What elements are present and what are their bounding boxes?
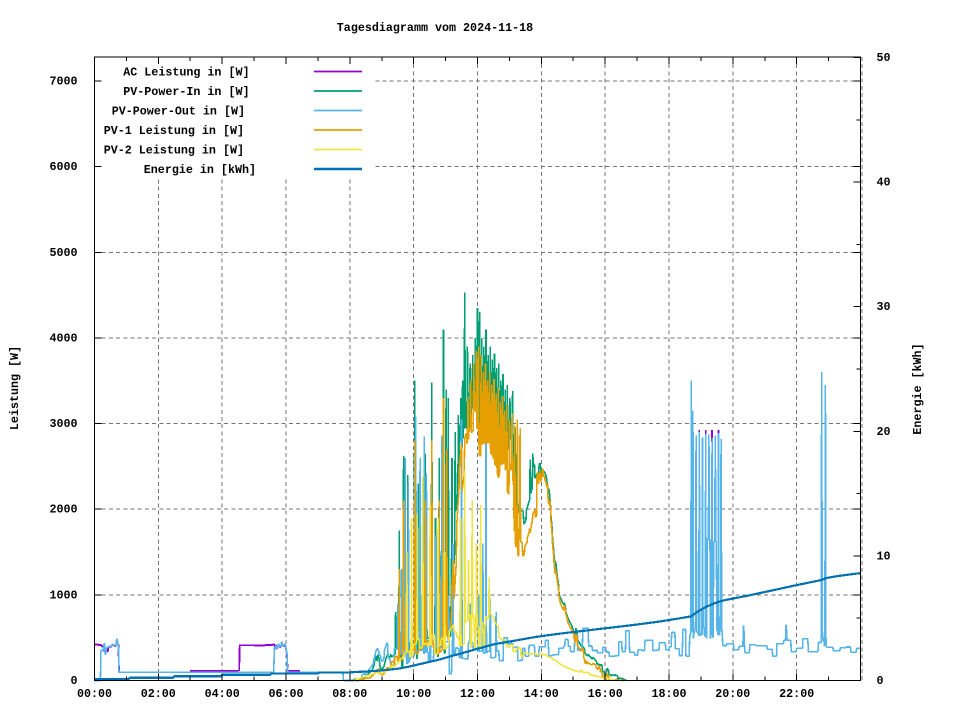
svg-text:1000: 1000 — [49, 588, 77, 602]
svg-text:PV-Power-Out in [W]: PV-Power-Out in [W] — [112, 105, 245, 119]
svg-text:00:00: 00:00 — [77, 687, 112, 701]
svg-text:Tagesdiagramm vom 2024-11-18: Tagesdiagramm vom 2024-11-18 — [337, 21, 533, 35]
svg-text:30: 30 — [877, 300, 891, 314]
svg-text:AC Leistung in [W]: AC Leistung in [W] — [123, 66, 249, 80]
svg-text:20: 20 — [877, 425, 891, 439]
svg-text:20:00: 20:00 — [715, 687, 750, 701]
svg-text:08:00: 08:00 — [332, 687, 367, 701]
svg-text:12:00: 12:00 — [460, 687, 495, 701]
svg-text:0: 0 — [877, 674, 884, 688]
svg-text:5000: 5000 — [49, 246, 77, 260]
svg-text:50: 50 — [877, 51, 891, 65]
svg-text:14:00: 14:00 — [524, 687, 559, 701]
svg-text:10:00: 10:00 — [396, 687, 431, 701]
svg-text:10: 10 — [877, 549, 891, 563]
svg-text:22:00: 22:00 — [779, 687, 814, 701]
svg-text:6000: 6000 — [49, 160, 77, 174]
svg-text:PV-2 Leistung in [W]: PV-2 Leistung in [W] — [104, 144, 244, 158]
svg-text:Energie in [kWh]: Energie in [kWh] — [144, 163, 256, 177]
svg-text:18:00: 18:00 — [651, 687, 686, 701]
svg-text:16:00: 16:00 — [588, 687, 623, 701]
svg-text:4000: 4000 — [49, 331, 77, 345]
svg-text:0: 0 — [70, 674, 77, 688]
svg-text:40: 40 — [877, 176, 891, 190]
svg-text:02:00: 02:00 — [141, 687, 176, 701]
svg-text:PV-1 Leistung in [W]: PV-1 Leistung in [W] — [104, 124, 244, 138]
svg-text:3000: 3000 — [49, 417, 77, 431]
svg-text:2000: 2000 — [49, 503, 77, 517]
svg-text:Leistung [W]: Leistung [W] — [8, 346, 22, 430]
svg-text:7000: 7000 — [49, 75, 77, 89]
svg-text:PV-Power-In in [W]: PV-Power-In in [W] — [123, 85, 249, 99]
svg-text:Energie [kWh]: Energie [kWh] — [911, 343, 925, 434]
svg-text:04:00: 04:00 — [205, 687, 240, 701]
svg-text:06:00: 06:00 — [268, 687, 303, 701]
